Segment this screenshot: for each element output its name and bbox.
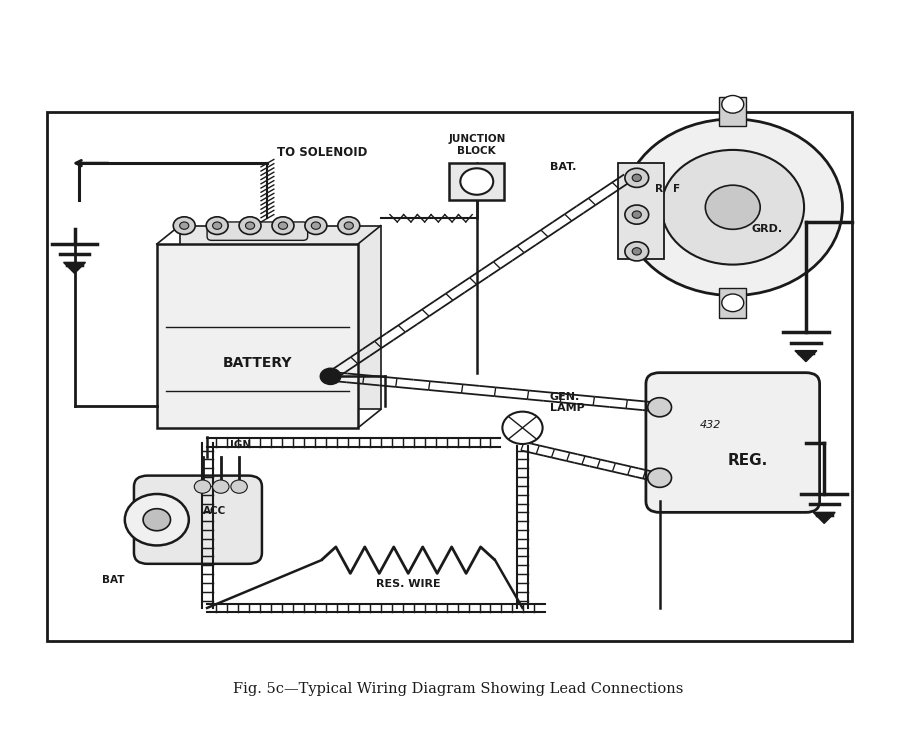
Circle shape xyxy=(632,174,641,182)
Text: BATTERY: BATTERY xyxy=(223,356,293,370)
Text: BAT: BAT xyxy=(102,575,125,584)
Text: BAT.: BAT. xyxy=(550,162,577,172)
Text: TO SOLENOID: TO SOLENOID xyxy=(277,146,367,159)
Text: R: R xyxy=(655,184,663,194)
Circle shape xyxy=(632,248,641,255)
Circle shape xyxy=(624,168,648,187)
Circle shape xyxy=(337,217,359,235)
Circle shape xyxy=(624,205,648,224)
Circle shape xyxy=(722,95,744,113)
Circle shape xyxy=(647,468,671,487)
FancyBboxPatch shape xyxy=(47,111,852,641)
Text: Fig. 5c—Typical Wiring Diagram Showing Lead Connections: Fig. 5c—Typical Wiring Diagram Showing L… xyxy=(233,682,684,696)
Text: JUNCTION
BLOCK: JUNCTION BLOCK xyxy=(448,134,505,156)
Circle shape xyxy=(311,222,320,230)
Circle shape xyxy=(180,222,189,230)
Text: 432: 432 xyxy=(701,420,722,430)
Circle shape xyxy=(231,480,248,493)
Circle shape xyxy=(661,150,804,265)
FancyBboxPatch shape xyxy=(719,97,746,126)
Circle shape xyxy=(239,217,261,235)
Circle shape xyxy=(632,211,641,218)
FancyBboxPatch shape xyxy=(180,226,381,410)
FancyBboxPatch shape xyxy=(618,163,664,259)
Circle shape xyxy=(344,222,353,230)
Polygon shape xyxy=(813,512,835,523)
Circle shape xyxy=(722,294,744,311)
Circle shape xyxy=(279,222,288,230)
Circle shape xyxy=(624,242,648,261)
Circle shape xyxy=(503,412,543,444)
Circle shape xyxy=(705,185,760,230)
Circle shape xyxy=(125,494,189,545)
Circle shape xyxy=(319,368,341,385)
Text: REG.: REG. xyxy=(727,452,768,468)
Circle shape xyxy=(460,168,493,195)
Circle shape xyxy=(194,480,211,493)
Circle shape xyxy=(206,217,228,235)
Text: ACC: ACC xyxy=(203,506,226,516)
Circle shape xyxy=(305,217,326,235)
FancyBboxPatch shape xyxy=(646,373,820,512)
Text: F: F xyxy=(673,184,680,194)
FancyBboxPatch shape xyxy=(207,222,307,241)
Circle shape xyxy=(647,398,671,417)
FancyBboxPatch shape xyxy=(157,244,358,428)
Circle shape xyxy=(143,508,171,531)
Polygon shape xyxy=(63,263,85,273)
Circle shape xyxy=(173,217,195,235)
Circle shape xyxy=(623,119,843,295)
Text: GEN.
LAMP: GEN. LAMP xyxy=(550,392,585,413)
Polygon shape xyxy=(795,351,817,362)
Circle shape xyxy=(246,222,255,230)
FancyBboxPatch shape xyxy=(449,163,504,200)
Circle shape xyxy=(213,480,229,493)
Text: RES. WIRE: RES. WIRE xyxy=(376,579,440,588)
Circle shape xyxy=(213,222,222,230)
FancyBboxPatch shape xyxy=(719,288,746,317)
Circle shape xyxy=(272,217,294,235)
FancyBboxPatch shape xyxy=(134,475,262,564)
Text: IGN: IGN xyxy=(230,440,251,450)
Text: GRD.: GRD. xyxy=(751,224,782,234)
